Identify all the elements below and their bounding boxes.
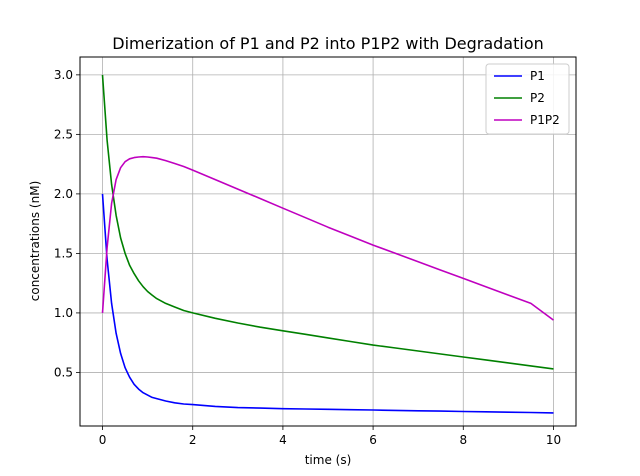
legend-box <box>485 63 570 135</box>
y-axis-ticks: 0.5 1.0 1.5 2.0 2.5 3.0 <box>54 68 80 379</box>
x-tick-label: 2 <box>189 433 197 447</box>
y-tick-label: 3.0 <box>54 68 73 82</box>
chart-title: Dimerization of P1 and P2 into P1P2 with… <box>112 34 544 53</box>
x-axis-ticks: 0 2 4 6 8 10 <box>99 426 561 447</box>
x-axis-label: time (s) <box>305 453 352 467</box>
plot-area-frame <box>79 56 577 427</box>
y-tick-label: 2.5 <box>54 127 73 141</box>
y-tick-label: 1.0 <box>54 306 73 320</box>
series-line-p2 <box>101 74 554 370</box>
x-tick-label: 4 <box>279 433 287 447</box>
y-axis-label: concentrations (nM) <box>28 181 42 302</box>
y-tick-label: 0.5 <box>54 365 73 379</box>
y-tick-label: 1.5 <box>54 246 73 260</box>
legend-label: P1 <box>530 69 545 83</box>
legend-label: P2 <box>530 91 545 105</box>
x-tick-label: 6 <box>369 433 377 447</box>
x-tick-label: 10 <box>546 433 561 447</box>
series-line-p1p2 <box>101 155 554 321</box>
x-tick-label: 0 <box>99 433 107 447</box>
legend-label: P1P2 <box>530 113 560 127</box>
y-tick-label: 2.0 <box>54 187 73 201</box>
series-line-p1 <box>101 193 554 414</box>
x-tick-label: 8 <box>459 433 467 447</box>
series-lines <box>101 74 554 414</box>
